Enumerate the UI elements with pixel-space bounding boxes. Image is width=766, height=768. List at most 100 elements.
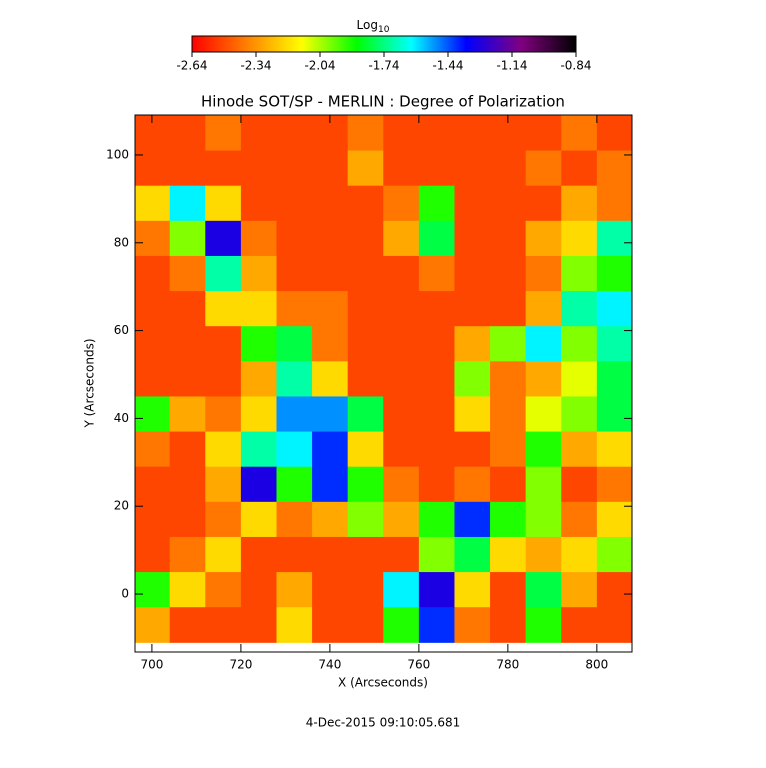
heatmap-cell xyxy=(383,150,420,187)
heatmap-cell xyxy=(135,220,171,257)
heatmap-cell xyxy=(418,185,455,222)
heatmap-cell xyxy=(312,150,349,187)
heatmap-cell xyxy=(418,572,455,608)
heatmap-cell xyxy=(135,396,171,433)
heatmap-cell xyxy=(418,361,455,397)
heatmap-cell xyxy=(240,501,277,538)
heatmap-cell xyxy=(490,536,527,573)
heatmap-cell xyxy=(490,291,527,327)
heatmap-cell xyxy=(135,185,171,222)
heatmap-cell xyxy=(525,220,562,257)
heatmap-cell xyxy=(347,361,384,397)
heatmap-cell xyxy=(135,361,171,397)
x-tick-label: 720 xyxy=(229,658,252,672)
heatmap-cell xyxy=(596,572,632,608)
heatmap-cell xyxy=(490,185,527,222)
heatmap-cell xyxy=(312,536,349,573)
heatmap-cell xyxy=(276,466,313,503)
colorbar-tick-label: -2.34 xyxy=(240,59,271,73)
heatmap-cell xyxy=(454,361,491,397)
colorbar-tick-label: -1.74 xyxy=(368,59,399,73)
heatmap-cell xyxy=(454,150,491,187)
heatmap-cell xyxy=(383,501,420,538)
x-tick-label: 800 xyxy=(585,658,608,672)
x-axis-label: X (Arcseconds) xyxy=(338,676,428,690)
heatmap-cell xyxy=(596,326,632,362)
heatmap-cell xyxy=(347,396,384,433)
heatmap-cell xyxy=(276,431,313,468)
heatmap-cell xyxy=(276,572,313,608)
heatmap-cell xyxy=(169,396,206,433)
heatmap-cell xyxy=(454,326,491,362)
heatmap-cell xyxy=(418,431,455,468)
heatmap-cell xyxy=(240,607,277,643)
heatmap-cell xyxy=(454,291,491,327)
heatmap-cell xyxy=(561,220,598,257)
colorbar-label: Log10 xyxy=(357,18,390,35)
chart-title: Hinode SOT/SP - MERLIN : Degree of Polar… xyxy=(201,93,565,111)
heatmap-cell xyxy=(240,255,277,292)
heatmap-cell xyxy=(347,150,384,187)
heatmap-cell xyxy=(525,361,562,397)
heatmap-cell xyxy=(240,185,277,222)
heatmap-cell xyxy=(525,536,562,573)
heatmap-cell xyxy=(169,115,206,152)
heatmap-cell xyxy=(169,185,206,222)
heatmap-cell xyxy=(169,150,206,187)
heatmap-cell xyxy=(490,501,527,538)
heatmap-cell xyxy=(240,536,277,573)
heatmap-cell xyxy=(276,220,313,257)
heatmap-cell xyxy=(418,150,455,187)
heatmap-cell xyxy=(596,396,632,433)
heatmap-cell xyxy=(490,255,527,292)
heatmap-cell xyxy=(312,431,349,468)
heatmap-cell xyxy=(135,326,171,362)
heatmap-cell xyxy=(276,607,313,643)
heatmap-cell xyxy=(135,536,171,573)
heatmap-cell xyxy=(596,501,632,538)
y-tick-label: 40 xyxy=(114,411,129,425)
heatmap-cell xyxy=(561,396,598,433)
colorbar-tick-label: -2.64 xyxy=(176,59,207,73)
heatmap-cell xyxy=(135,572,171,608)
heatmap-cell xyxy=(169,607,206,643)
heatmap-cell xyxy=(561,466,598,503)
y-tick-label: 20 xyxy=(114,499,129,513)
heatmap-cell xyxy=(561,572,598,608)
heatmap-cell xyxy=(347,431,384,468)
heatmap-cell xyxy=(205,220,242,257)
heatmap-cell xyxy=(383,572,420,608)
x-tick-label: 780 xyxy=(496,658,519,672)
heatmap-cell xyxy=(418,536,455,573)
heatmap-cell xyxy=(418,220,455,257)
heatmap-cell xyxy=(240,396,277,433)
heatmap-cell xyxy=(312,466,349,503)
heatmap-cell xyxy=(347,326,384,362)
heatmap-cell xyxy=(169,291,206,327)
heatmap-cell xyxy=(347,115,384,152)
heatmap-cell xyxy=(169,361,206,397)
heatmap-cell xyxy=(561,431,598,468)
heatmap-cell xyxy=(383,466,420,503)
heatmap-cell xyxy=(276,361,313,397)
heatmap-cell xyxy=(276,150,313,187)
heatmap-cell xyxy=(561,185,598,222)
heatmap-cell xyxy=(205,572,242,608)
heatmap-cell xyxy=(418,396,455,433)
heatmap-cell xyxy=(383,361,420,397)
heatmap-cell xyxy=(347,501,384,538)
heatmap-cell xyxy=(312,396,349,433)
heatmap-cell xyxy=(240,150,277,187)
heatmap-cell xyxy=(135,501,171,538)
heatmap-cell xyxy=(347,185,384,222)
heatmap-cell xyxy=(240,572,277,608)
heatmap-cell xyxy=(135,466,171,503)
colorbar-label-sub: 10 xyxy=(378,25,390,35)
heatmap-cell xyxy=(169,466,206,503)
plot-frame xyxy=(134,114,633,653)
heatmap xyxy=(135,115,632,643)
heatmap-cell xyxy=(418,255,455,292)
heatmap-cell xyxy=(525,607,562,643)
heatmap-cell xyxy=(525,150,562,187)
heatmap-cell xyxy=(205,396,242,433)
